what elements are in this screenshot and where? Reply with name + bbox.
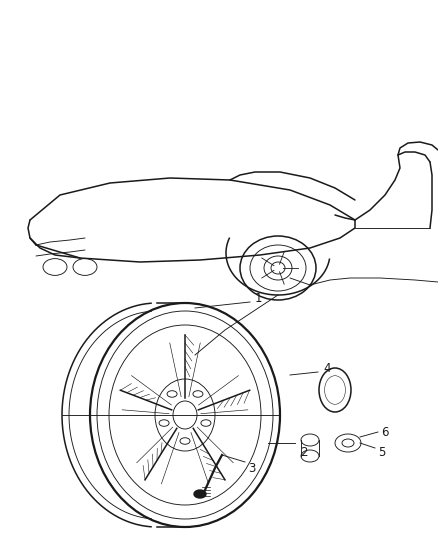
Text: 4: 4 bbox=[323, 361, 331, 375]
Ellipse shape bbox=[194, 490, 206, 498]
Text: 5: 5 bbox=[378, 446, 385, 458]
Text: 3: 3 bbox=[248, 462, 255, 474]
Text: 1: 1 bbox=[255, 292, 262, 304]
Text: 2: 2 bbox=[300, 446, 307, 458]
Text: 6: 6 bbox=[381, 425, 389, 439]
